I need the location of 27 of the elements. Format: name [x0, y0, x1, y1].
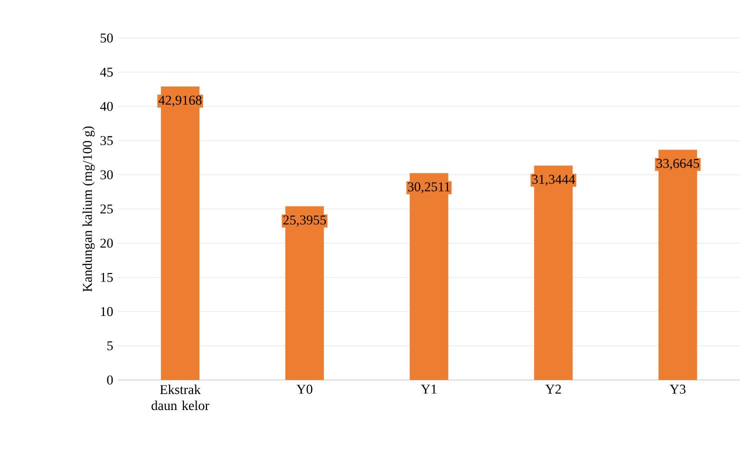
y-tick-label: 15 — [101, 272, 113, 282]
y-tick-label: 20 — [100, 238, 113, 248]
data-label: 25,3955 — [283, 215, 326, 226]
bar — [410, 173, 448, 380]
bar — [285, 206, 324, 380]
bar — [160, 86, 200, 380]
x-tick-label: Ekstrak daun kelor — [152, 384, 210, 410]
x-tick-label: Y1 — [420, 384, 436, 394]
y-tick-label: 25 — [100, 204, 113, 214]
y-axis-title: Kandungan kalium (mg/100 g) — [82, 126, 95, 292]
y-tick-label: 5 — [107, 341, 113, 350]
x-tick-label: Y0 — [296, 384, 312, 394]
data-label: 42,9168 — [158, 96, 202, 107]
y-tick-label: 10 — [101, 307, 113, 316]
y-tick-label: 0 — [107, 375, 113, 385]
y-tick-label: 40 — [100, 102, 113, 111]
x-tick-label: Y3 — [670, 384, 686, 394]
y-tick-label: 35 — [100, 136, 113, 146]
data-label: 31,3444 — [532, 174, 576, 186]
data-label: 33,6645 — [656, 158, 700, 170]
bar — [534, 166, 573, 380]
y-tick-label: 30 — [100, 170, 113, 180]
bar — [658, 150, 698, 380]
y-tick-label: 50 — [100, 33, 113, 43]
y-tick-label: 45 — [100, 68, 113, 77]
x-tick-label: Y2 — [545, 384, 561, 394]
data-label: 30,2511 — [408, 182, 450, 194]
